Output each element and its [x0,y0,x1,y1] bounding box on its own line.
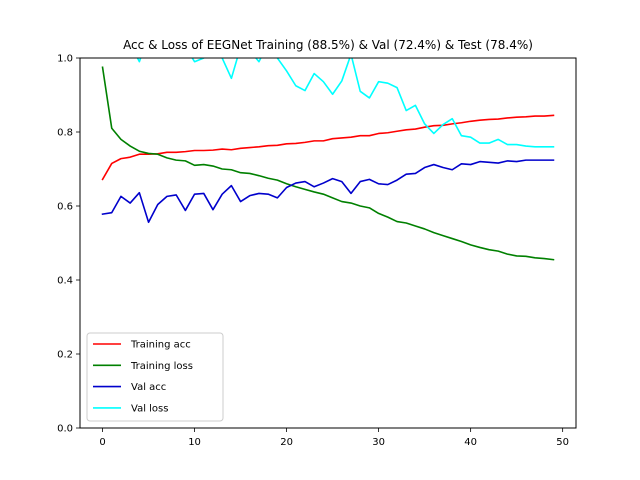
legend-box [86,332,224,422]
y-tick-label: 0.8 [57,128,73,139]
x-tick-label: 0 [99,437,105,448]
x-tick-label: 30 [372,437,385,448]
y-tick-label: 1.0 [57,54,73,65]
plot-frame [79,57,577,429]
y-tick-label: 0.2 [57,350,73,361]
x-tick-label: 40 [464,437,477,448]
series-line-2 [101,66,555,261]
y-tick-label: 0.0 [57,424,73,435]
legend-label: Training acc [130,340,191,351]
x-tick-label: 10 [188,437,201,448]
x-axis: 0 10 20 30 40 50 [99,428,569,448]
legend-label: Val acc [131,382,166,393]
y-tick-label: 0.4 [57,276,73,287]
chart-title: Acc & Loss of EEGNet Training (88.5%) & … [123,38,533,52]
series-line-1 [101,114,555,181]
legend-label: Val loss [131,403,168,414]
series-line-4 [136,58,555,148]
y-axis: 0.0 0.2 0.4 0.6 0.8 1.0 [57,54,80,435]
series-line-3 [101,159,555,224]
x-tick-label: 20 [280,437,293,448]
y-tick-label: 0.6 [57,202,73,213]
series-layer [101,58,555,261]
legend-label: Training loss [130,361,193,372]
x-tick-label: 50 [556,437,569,448]
legend: Training acc Training loss Val acc Val loss [86,332,224,422]
